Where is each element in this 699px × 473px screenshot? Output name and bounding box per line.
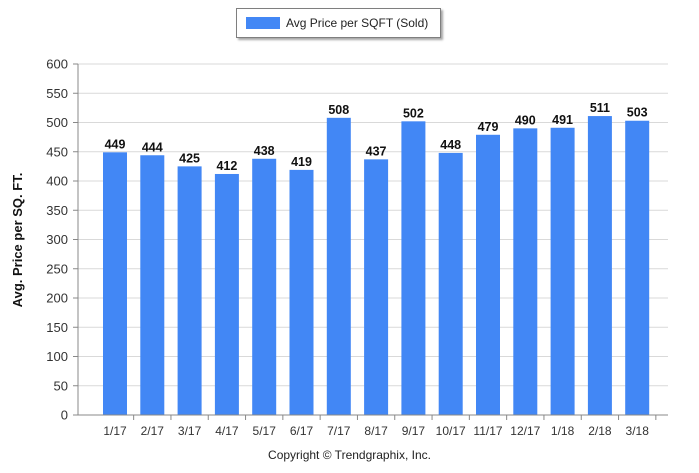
y-tick-label: 550 bbox=[46, 86, 68, 101]
y-tick-label: 400 bbox=[46, 174, 68, 189]
bar bbox=[252, 158, 277, 415]
x-category-label: 1/18 bbox=[551, 424, 575, 438]
bar bbox=[438, 152, 463, 416]
bar-value-label: 502 bbox=[403, 106, 424, 120]
bar bbox=[550, 127, 575, 415]
x-category-label: 10/17 bbox=[436, 424, 466, 438]
bar-value-label: 503 bbox=[627, 106, 648, 120]
bar bbox=[587, 116, 612, 415]
copyright-text: Copyright © Trendgraphix, Inc. bbox=[268, 448, 431, 462]
bar-value-label: 419 bbox=[291, 155, 312, 169]
bar-value-label: 508 bbox=[328, 103, 349, 117]
bar bbox=[401, 121, 426, 415]
bar-value-label: 511 bbox=[590, 101, 610, 115]
y-tick-label: 0 bbox=[61, 408, 68, 423]
bar bbox=[364, 159, 389, 415]
x-category-label: 8/17 bbox=[364, 424, 388, 438]
bar-value-label: 425 bbox=[179, 151, 200, 165]
y-tick-label: 100 bbox=[46, 349, 68, 364]
y-tick-label: 300 bbox=[46, 232, 68, 247]
y-tick-label: 350 bbox=[46, 203, 68, 218]
bar bbox=[214, 173, 239, 415]
bar-value-label: 438 bbox=[254, 144, 275, 158]
x-category-label: 7/17 bbox=[327, 424, 351, 438]
y-tick-label: 600 bbox=[46, 57, 68, 72]
bar bbox=[177, 166, 202, 415]
bar bbox=[476, 134, 500, 415]
x-category-label: 2/18 bbox=[588, 424, 612, 438]
x-category-label: 4/17 bbox=[215, 424, 239, 438]
y-tick-label: 150 bbox=[46, 320, 68, 335]
x-category-label: 3/17 bbox=[178, 424, 202, 438]
x-category-label: 3/18 bbox=[626, 424, 650, 438]
bar-value-label: 437 bbox=[366, 144, 387, 158]
bars bbox=[103, 116, 650, 416]
x-category-label: 11/17 bbox=[473, 424, 502, 438]
data-labels: 449 444 425 412 438 419 508 437 502 448 479 490 491 5… bbox=[105, 101, 648, 173]
bar bbox=[326, 117, 351, 415]
bar bbox=[140, 155, 165, 415]
x-category-label: 9/17 bbox=[402, 424, 426, 438]
legend-swatch bbox=[246, 17, 280, 29]
x-category-label: 2/17 bbox=[141, 424, 165, 438]
x-category-label: 6/17 bbox=[290, 424, 314, 438]
y-tick-label: 50 bbox=[54, 378, 68, 393]
y-axis-title: Avg. Price per SQ. FT. bbox=[10, 173, 25, 308]
y-tick-label: 450 bbox=[46, 144, 68, 159]
x-category-label: 12/17 bbox=[510, 424, 540, 438]
y-tick-label: 200 bbox=[46, 291, 68, 306]
bar-value-label: 449 bbox=[105, 137, 126, 151]
bar bbox=[625, 120, 650, 416]
y-tick-label: 250 bbox=[46, 261, 68, 276]
y-tick-label: 500 bbox=[46, 115, 68, 130]
bar bbox=[103, 152, 127, 415]
legend: Avg Price per SQFT (Sold) bbox=[236, 8, 441, 38]
bar bbox=[289, 169, 314, 415]
x-category-label: 1/17 bbox=[103, 424, 127, 438]
bar-value-label: 490 bbox=[515, 113, 536, 127]
bar bbox=[513, 128, 538, 415]
bar-value-label: 479 bbox=[478, 120, 499, 134]
bar-value-label: 444 bbox=[142, 140, 163, 154]
bar-value-label: 412 bbox=[216, 159, 237, 173]
bar-value-label: 448 bbox=[440, 138, 461, 152]
x-category-label: 5/17 bbox=[253, 424, 277, 438]
bar-value-label: 491 bbox=[552, 113, 573, 127]
axes: 0 50 100 150 200 250 300 350 400 450 500 550 600 1/17… bbox=[46, 57, 668, 438]
legend-label: Avg Price per SQFT (Sold) bbox=[286, 16, 429, 30]
